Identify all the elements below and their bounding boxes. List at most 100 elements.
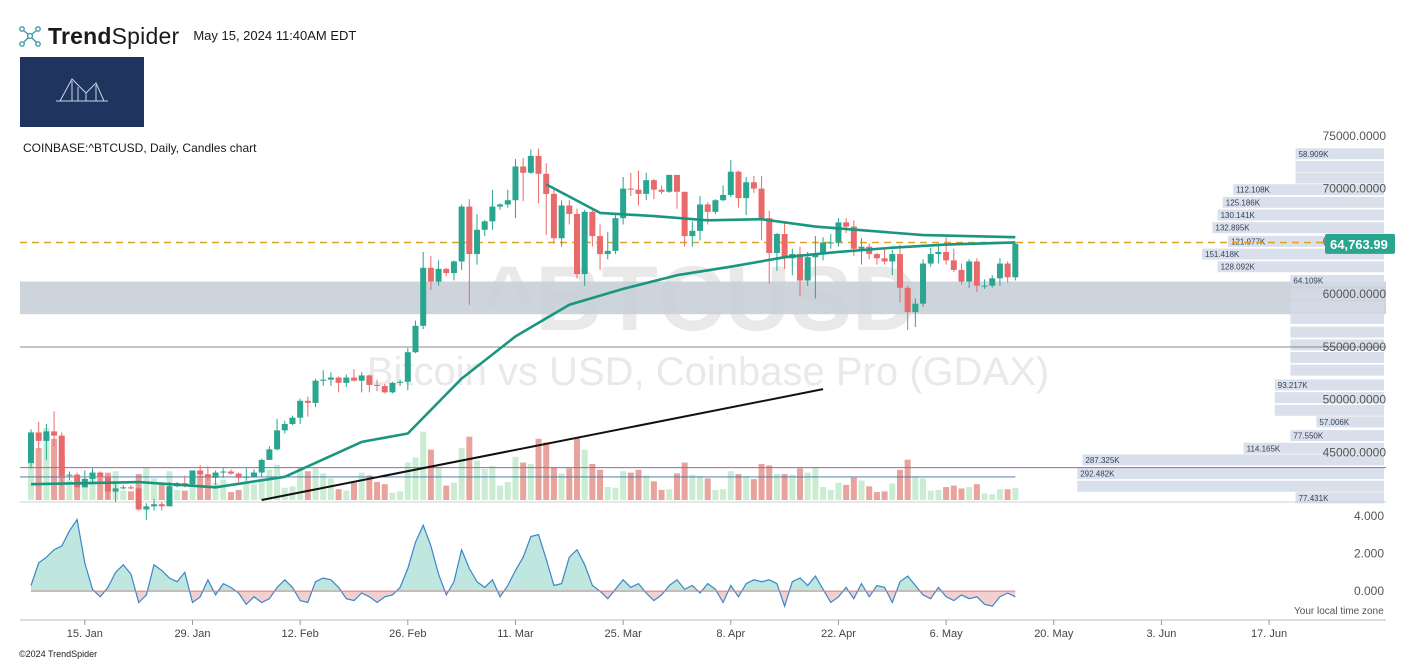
candle-body [158,504,165,507]
volume-bar [858,480,865,500]
volume-bar [212,482,219,500]
volume-bar [35,448,42,500]
candle-body [450,261,457,274]
volume-bar [981,493,988,500]
volume-bar [158,484,165,500]
candle-body [589,211,596,237]
candle-body [366,375,373,385]
volume-bar [235,489,242,500]
volume-profile-bar [1295,148,1384,160]
x-axis-label: 6. May [930,628,964,640]
volume-bar [866,486,873,500]
candle-body [612,218,619,251]
volume-bar [281,487,288,500]
price-axis-label: 50000.0000 [1323,393,1387,407]
candle-body [812,254,819,258]
volume-bar [627,472,634,500]
candle-body [443,268,450,274]
volume-bar [474,460,481,500]
volume-profile-bar [1202,248,1384,260]
candle-body [304,400,311,403]
candle-body [520,166,527,173]
volume-bar [758,464,765,500]
x-axis-label: 3. Jun [1146,628,1176,640]
volume-bar [673,473,680,500]
volume-bar [381,484,388,500]
candle-body [650,180,657,190]
candle-body [989,278,996,286]
candle-body [481,221,488,230]
candle-body [1012,243,1019,278]
volume-profile-bar [1295,172,1384,184]
candle-body [673,174,680,192]
volume-profile-bar [1290,339,1384,351]
volume-bar [374,482,381,500]
candle-body [966,261,973,282]
candle-body [573,213,580,275]
candle-body [727,171,734,195]
candle-body [297,400,304,418]
candle-body [112,488,119,492]
candle-body [327,377,334,380]
volume-bar [543,442,550,500]
volume-bar [227,492,234,500]
volume-profile-bar [1217,209,1384,221]
volume-bar [789,474,796,500]
moving-averages [30,183,1016,489]
volume-bar [343,490,350,500]
volume-profile-bar [1290,312,1384,324]
volume-bar [174,489,181,500]
volume-bar [881,491,888,500]
candle-body [935,251,942,255]
candle-body [666,174,673,192]
volume-profile-bar [1274,392,1384,404]
candle-body [104,476,111,492]
volume-bar [843,484,850,500]
volume-bar [51,438,58,500]
x-axis-label: 12. Feb [281,628,318,640]
price-badge-layer: 64,763.99 [1325,233,1395,254]
volume-bar [127,491,134,500]
volume-profile-bar [1295,492,1384,504]
candle-body [743,182,750,199]
candle-body [266,449,273,460]
volume-bar [420,431,427,500]
candle-body [658,189,665,192]
support-zone [20,281,1386,315]
candle-body [635,189,642,194]
candle-body [704,204,711,212]
volume-bar [697,476,704,500]
volume-bar [274,464,281,500]
volume-bar [896,469,903,500]
trendspider-logo-icon [19,26,41,47]
volume-profile-label: 292.482K [1080,470,1115,479]
brand-name: TrendSpider [48,23,179,50]
volume-bar [450,482,457,500]
candle-body [904,287,911,313]
volume-bar [297,466,304,500]
volume-bar [820,487,827,500]
volume-bar [258,478,265,500]
candles [28,148,1019,521]
candle-body [566,205,573,214]
volume-profile-bar [1233,184,1384,196]
candle-body [335,377,342,383]
volume-bar [620,471,627,500]
x-axis-label: 25. Mar [604,628,642,640]
candle-body [720,194,727,201]
volume-profile-label: 64.109K [1293,276,1323,285]
candle-body [873,254,880,259]
candle-body [404,352,411,382]
volume-bar [804,472,811,500]
volume-bar [443,485,450,500]
candle-body [512,166,519,201]
candle-body [350,377,357,381]
candle-body [558,205,565,239]
volume-bar [243,481,250,500]
candle-body [127,487,134,489]
candle-body [374,384,381,386]
volume-profile-bar [1228,235,1384,247]
volume-bar [512,456,519,500]
volume-bar [958,488,965,500]
